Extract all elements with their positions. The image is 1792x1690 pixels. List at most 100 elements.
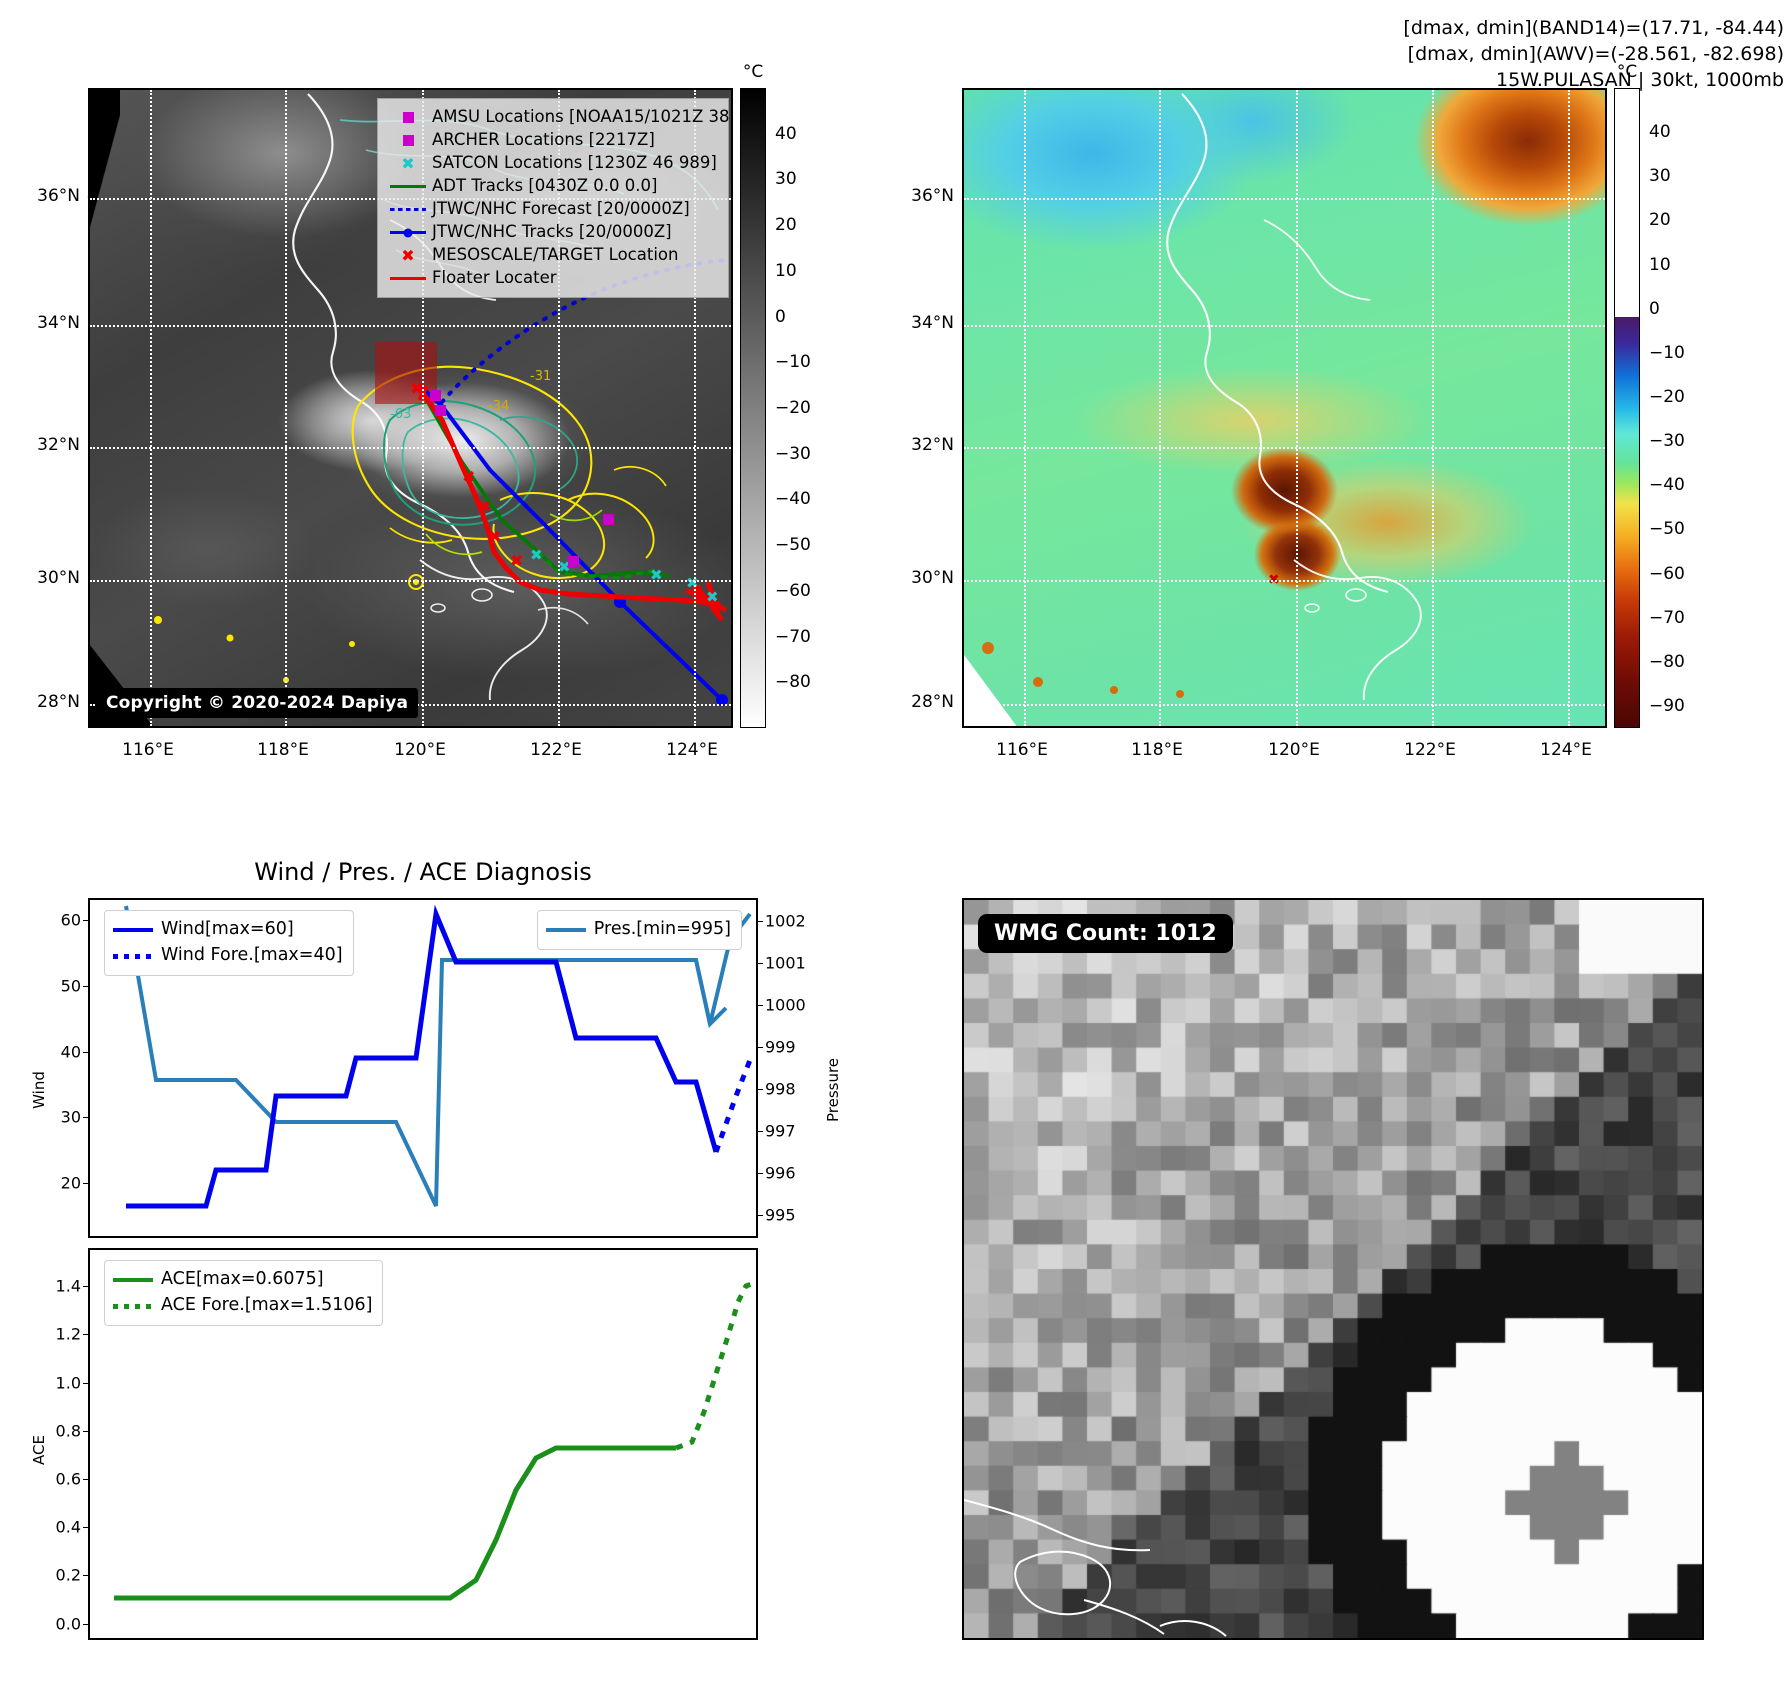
wind-ytick: 40	[60, 1042, 81, 1062]
awv-lon-tick: 122°E	[1404, 740, 1456, 760]
ir-lat-tick: 30°N	[37, 568, 80, 588]
ace-ytick: 0.4	[55, 1517, 81, 1537]
awv-colorbar-tick: −90	[1649, 695, 1685, 716]
ir-colorbar: °C 40 30 20 10 0 −10 −20 −30 −40 −50 −60 −70 −80	[740, 62, 811, 728]
chart-legend-item: Pres.[min=995]	[545, 917, 731, 943]
wind-axis-label: Wind	[30, 1071, 48, 1109]
pressure-ytick-mark	[756, 1215, 763, 1216]
awv-colorbar-tick: −70	[1649, 607, 1685, 628]
awv-satellite-panel[interactable]: ✖	[962, 88, 1607, 728]
ace-ytick: 0.2	[55, 1565, 81, 1585]
ace-ytick: 1.0	[55, 1373, 81, 1393]
svg-text:✖: ✖	[410, 379, 423, 398]
svg-text:✖: ✖	[530, 546, 543, 564]
awv-colorbar-tick: −40	[1649, 475, 1685, 496]
ir-lat-tick: 32°N	[37, 435, 80, 455]
ir-colorbar-tick: 20	[775, 215, 797, 236]
pressure-ytick-mark	[756, 1173, 763, 1174]
awv-lon-tick: 118°E	[1131, 740, 1183, 760]
svg-text:✖: ✖	[488, 527, 501, 546]
ir-colorbar-tick: −30	[775, 443, 811, 464]
legend-item: Floater Locater	[386, 267, 720, 290]
pressure-axis-label: Pressure	[824, 1057, 842, 1123]
wind-ytick-mark	[83, 919, 90, 921]
ir-lon-tick: 118°E	[257, 740, 309, 760]
svg-text:✖: ✖	[706, 588, 719, 606]
wind-pressure-chart[interactable]: 20 30 40 50 60 995 996 997 998 999 1000 1001 1002 W…	[61, 898, 806, 1238]
wind-ytick-mark	[83, 985, 90, 987]
ace-ytick-mark	[83, 1527, 90, 1529]
awv-colorbar-tick: 30	[1649, 166, 1671, 187]
awv-lat-tick: 34°N	[911, 313, 954, 333]
ir-lon-tick: 124°E	[666, 740, 718, 760]
ir-satellite-panel[interactable]: -31 -34 -63 ✖ ✖ ✖ ✖ ✖	[88, 88, 733, 728]
svg-text:✖: ✖	[478, 497, 491, 516]
wind-line	[126, 904, 719, 1209]
awv-lat-tick: 28°N	[911, 692, 954, 712]
svg-text:✖: ✖	[462, 467, 475, 486]
pressure-ytick: 998	[765, 1079, 796, 1099]
legend-dotted-line-icon	[113, 953, 161, 959]
wind-ytick-mark	[83, 1183, 90, 1185]
ace-plot	[114, 1280, 755, 1601]
ace-ytick-mark	[83, 1286, 90, 1288]
svg-text:✖: ✖	[558, 558, 571, 576]
ace-ytick-mark	[83, 1478, 90, 1480]
pressure-ytick-mark	[756, 1131, 763, 1132]
awv-colorbar-tick: 20	[1649, 210, 1671, 231]
ir-lat-tick: 34°N	[37, 313, 80, 333]
legend-line-icon	[386, 185, 430, 188]
legend-item-label: MESOSCALE/TARGET Location	[432, 245, 679, 265]
awv-imagery	[964, 90, 1605, 726]
ace-ytick: 1.4	[55, 1276, 81, 1296]
ir-lon-tick: 116°E	[122, 740, 174, 760]
pressure-ytick: 995	[765, 1205, 796, 1225]
ace-chart[interactable]: 0.0 0.2 0.4 0.6 0.8 1.0 1.2 1.4 ACE[max=0.6075]…	[56, 1248, 758, 1640]
chart-legend-item: Wind[max=60]	[113, 917, 343, 943]
wind-legend: Wind[max=60] Wind Fore.[max=40]	[104, 910, 354, 976]
info-awv-range: [dmax, dmin](AWV)=(-28.561, -82.698)	[1407, 42, 1784, 65]
ir-lat-tick: 28°N	[37, 692, 80, 712]
legend-item-label: SATCON Locations [1230Z 46 989]	[432, 153, 717, 173]
ir-map-legend: AMSU Locations [NOAA15/1021Z 38 993] ARCH…	[377, 98, 731, 298]
info-band14-range: [dmax, dmin](BAND14)=(17.71, -84.44)	[1403, 17, 1784, 39]
pressure-ytick: 997	[765, 1121, 796, 1141]
wind-pressure-plot	[124, 904, 756, 1209]
pressure-ytick-mark	[756, 921, 763, 922]
ace-ytick-mark	[83, 1575, 90, 1577]
legend-line-marker-icon	[386, 231, 430, 234]
chart-legend-label: Wind[max=60]	[161, 919, 294, 940]
svg-text:-34: -34	[488, 399, 509, 414]
awv-colorbar-tick: 10	[1649, 254, 1671, 275]
legend-item-label: ADT Tracks [0430Z 0.0 0.0]	[432, 176, 658, 196]
wind-ytick: 20	[60, 1173, 81, 1193]
chart-legend-item: ACE Fore.[max=1.5106]	[113, 1293, 372, 1319]
pressure-ytick-mark	[756, 963, 763, 964]
ir-colorbar-tick: −10	[775, 352, 811, 373]
awv-lat-tick: 32°N	[911, 435, 954, 455]
legend-item: AMSU Locations [NOAA15/1021Z 38 993]	[386, 106, 731, 129]
pressure-ytick-mark	[756, 1047, 763, 1048]
ace-line	[114, 1445, 676, 1601]
pressure-ytick: 999	[765, 1037, 796, 1057]
pressure-ytick-mark	[756, 1089, 763, 1090]
legend-square-icon	[386, 112, 430, 123]
pressure-ytick: 1002	[765, 911, 806, 931]
awv-lon-tick: 120°E	[1268, 740, 1320, 760]
legend-item-label: JTWC/NHC Forecast [20/0000Z]	[432, 199, 690, 219]
wmg-panel[interactable]: WMG Count: 1012	[962, 898, 1704, 1640]
legend-item-label: AMSU Locations [NOAA15/1021Z 38 993]	[432, 107, 731, 127]
chart-legend-label: ACE Fore.[max=1.5106]	[161, 1295, 373, 1316]
awv-lat-tick: 30°N	[911, 568, 954, 588]
wmg-overlay-vectors	[964, 1499, 1227, 1637]
wind-ytick-mark	[83, 1117, 90, 1119]
copyright-badge: Copyright © 2020-2024 Dapiya	[96, 688, 419, 718]
chart-legend-label: Pres.[min=995]	[593, 919, 731, 940]
awv-colorbar-tick: 40	[1649, 122, 1671, 143]
ir-colorbar-gradient	[740, 88, 766, 728]
pressure-ytick: 1000	[765, 995, 806, 1015]
legend-item: ARCHER Locations [2217Z]	[386, 129, 720, 152]
ir-colorbar-tick: −20	[775, 398, 811, 418]
legend-square-icon	[386, 135, 430, 146]
wind-forecast-line	[713, 1057, 756, 1153]
